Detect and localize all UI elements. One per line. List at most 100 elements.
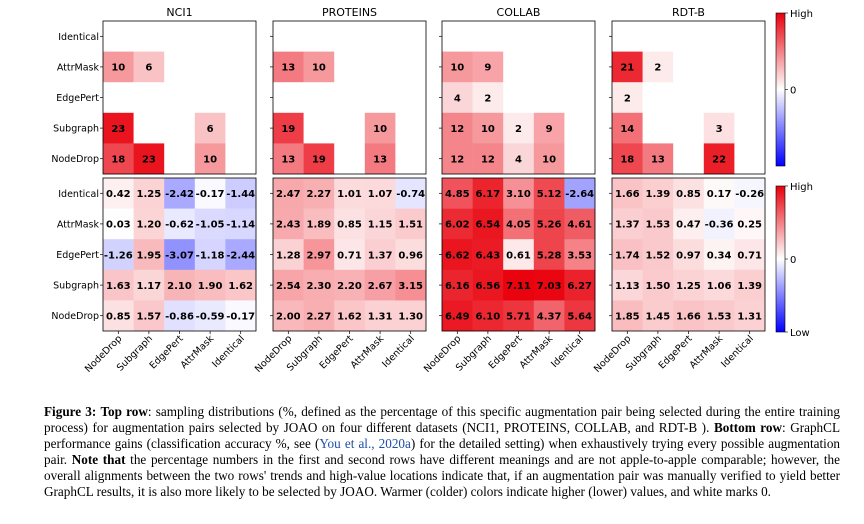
heatmap-cell — [225, 51, 257, 83]
heatmap-cell — [673, 269, 705, 301]
heatmap-cell — [533, 21, 565, 52]
heatmap-cell — [734, 143, 766, 175]
cell-value-label: 1.39 — [646, 189, 671, 200]
heatmap-cell — [442, 82, 473, 114]
cell-value-label: -0.74 — [396, 189, 425, 200]
cell-value-label: 6.49 — [445, 312, 470, 323]
x-tick-label-attrmask: AttrMask — [688, 333, 726, 371]
heatmap-cell — [442, 239, 473, 271]
heatmap-cell — [503, 82, 535, 114]
top-row-label-nodedrop: NodeDrop — [51, 154, 99, 165]
heatmap-cell — [442, 269, 473, 301]
cell-value-label: 22 — [712, 155, 726, 166]
heatmap-cell — [395, 239, 427, 271]
cell-value-label: 6 — [145, 63, 152, 74]
cell-value-label: 1.63 — [106, 281, 131, 292]
x-tick-label-attrmask: AttrMask — [518, 333, 556, 371]
heatmap-cell — [303, 82, 335, 114]
heatmap-cell — [472, 51, 504, 83]
heatmap-cell — [164, 143, 196, 175]
heatmap-cell — [133, 51, 165, 83]
heatmap-cell — [395, 112, 427, 144]
cell-value-label: 10 — [481, 124, 495, 135]
heatmap-cell — [303, 178, 335, 209]
heatmap-cell — [734, 82, 766, 114]
cell-value-label: 2.47 — [276, 189, 301, 200]
heatmap-cell — [564, 300, 596, 332]
cell-value-label: 1.28 — [276, 250, 301, 261]
top-colorbar-high-label: High — [790, 9, 813, 20]
cell-value-label: 19 — [312, 155, 326, 166]
heatmap-cell — [303, 300, 335, 332]
top-colorbar-zero-label: 0 — [790, 86, 796, 97]
heatmap-cell — [734, 21, 766, 52]
heatmap-cell — [194, 82, 226, 114]
cell-value-label: 6.43 — [476, 250, 501, 261]
heatmap-cell — [564, 112, 596, 144]
heatmap-cell — [564, 178, 596, 209]
heatmap-cell — [334, 269, 366, 301]
heatmap-cell — [273, 208, 304, 240]
cell-value-label: -1.44 — [226, 189, 255, 200]
heatmap-cell — [612, 21, 643, 52]
cell-value-label: 2 — [515, 124, 522, 135]
heatmap-cell — [164, 239, 196, 271]
heatmap-cell — [673, 51, 705, 83]
cell-value-label: 13 — [281, 63, 295, 74]
heatmap-cell — [273, 112, 304, 144]
heatmap-cell — [503, 51, 535, 83]
cell-value-label: 2 — [624, 93, 631, 104]
heatmap-cell — [103, 239, 134, 271]
cell-value-label: 18 — [620, 155, 634, 166]
heatmap-cell — [364, 82, 396, 114]
cell-value-label: 0.85 — [337, 220, 362, 231]
heatmap-cell — [303, 143, 335, 175]
heatmap-cell — [642, 300, 674, 332]
cell-value-label: 1.17 — [137, 281, 162, 292]
cell-value-label: 2.54 — [276, 281, 301, 292]
heatmap-cell — [364, 21, 396, 52]
caption-note-text: the percentage numbers in the first and … — [44, 451, 840, 499]
heatmap-cell — [334, 208, 366, 240]
heatmap-cell — [642, 21, 674, 52]
heatmap-cell — [673, 178, 705, 209]
cell-value-label: 1.53 — [707, 312, 732, 323]
cell-value-label: 3.15 — [398, 281, 423, 292]
caption-citation-link[interactable]: You et al., 2020a — [319, 435, 411, 451]
cell-value-label: 2.27 — [307, 189, 332, 200]
cell-value-label: -0.17 — [196, 189, 225, 200]
heatmap-cell — [533, 143, 565, 175]
heatmap-cell — [472, 178, 504, 209]
heatmap-cell — [533, 269, 565, 301]
heatmap-cell — [533, 112, 565, 144]
bottom-colorbar-low-label: Low — [790, 328, 810, 339]
cell-value-label: 23 — [142, 155, 156, 166]
heatmap-cell — [273, 143, 304, 175]
heatmap-cell — [273, 82, 304, 114]
heatmap-cell — [334, 300, 366, 332]
cell-value-label: 1.50 — [646, 281, 671, 292]
cell-value-label: -1.14 — [226, 220, 255, 231]
heatmap-cell — [642, 208, 674, 240]
heatmap-cell — [303, 208, 335, 240]
heatmap-cell — [472, 208, 504, 240]
heatmap-cell — [194, 178, 226, 209]
heatmap-cell — [194, 300, 226, 332]
cell-value-label: 0.03 — [106, 220, 131, 231]
cell-value-label: -0.86 — [165, 312, 194, 323]
top-colorbar — [775, 12, 786, 167]
heatmap-cell — [334, 112, 366, 144]
heatmap-cell — [303, 239, 335, 271]
heatmap-cell — [194, 143, 226, 175]
heatmap-cell — [612, 239, 643, 271]
panel-title-nci1: NCI1 — [166, 6, 192, 19]
heatmap-cell — [564, 51, 596, 83]
cell-value-label: 2 — [654, 63, 661, 74]
heatmap-cell — [164, 21, 196, 52]
heatmap-cell — [133, 269, 165, 301]
heatmap-cell — [194, 51, 226, 83]
cell-value-label: 10 — [542, 155, 556, 166]
cell-value-label: 0.17 — [707, 189, 732, 200]
heatmap-cell — [225, 300, 257, 332]
cell-value-label: 1.62 — [228, 281, 253, 292]
